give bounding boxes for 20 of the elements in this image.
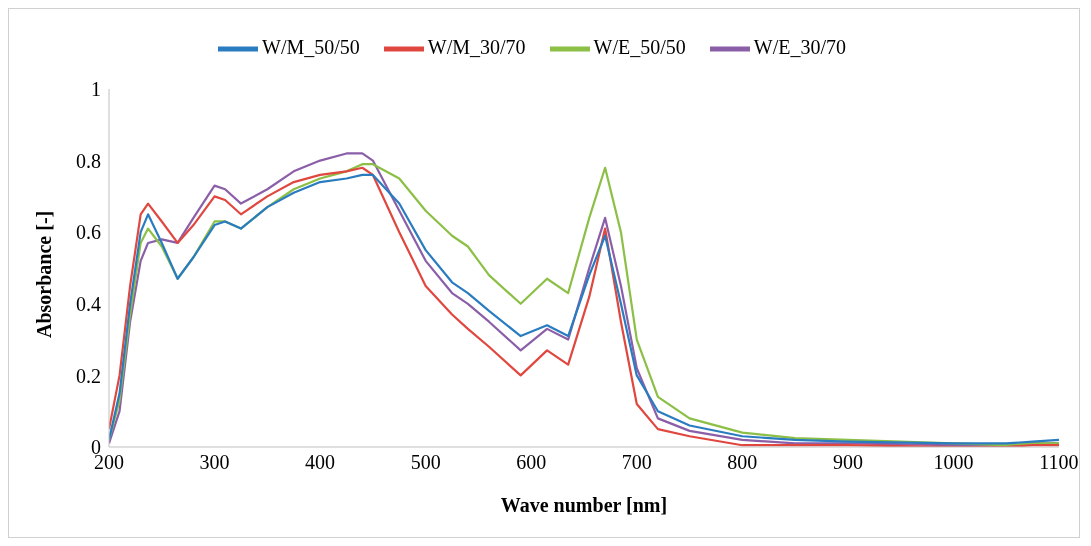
x-tick-label: 1000 (933, 451, 974, 474)
x-tick-label: 900 (832, 451, 863, 474)
y-tick-label: 0.2 (76, 364, 101, 387)
legend-label: W/E_30/70 (753, 35, 846, 58)
y-tick-label: 1 (91, 78, 101, 101)
x-tick-label: 700 (621, 451, 652, 474)
x-tick-label: 500 (410, 451, 441, 474)
y-axis-title: Absorbance [-] (33, 210, 56, 338)
y-tick-label: 0.6 (76, 221, 101, 244)
x-tick-label: 600 (516, 451, 547, 474)
legend-label: W/E_50/50 (593, 35, 686, 58)
x-tick-label: 300 (199, 451, 230, 474)
x-axis-title: Wave number [nm] (500, 494, 668, 516)
legend-label: W/M_50/50 (262, 35, 360, 58)
y-tick-label: 0.8 (76, 149, 101, 172)
x-tick-label: 800 (727, 451, 758, 474)
y-tick-label: 0.4 (76, 292, 101, 315)
x-tick-label: 1100 (1039, 451, 1079, 474)
x-tick-label: 400 (305, 451, 336, 474)
legend-label: W/M_30/70 (427, 35, 526, 58)
